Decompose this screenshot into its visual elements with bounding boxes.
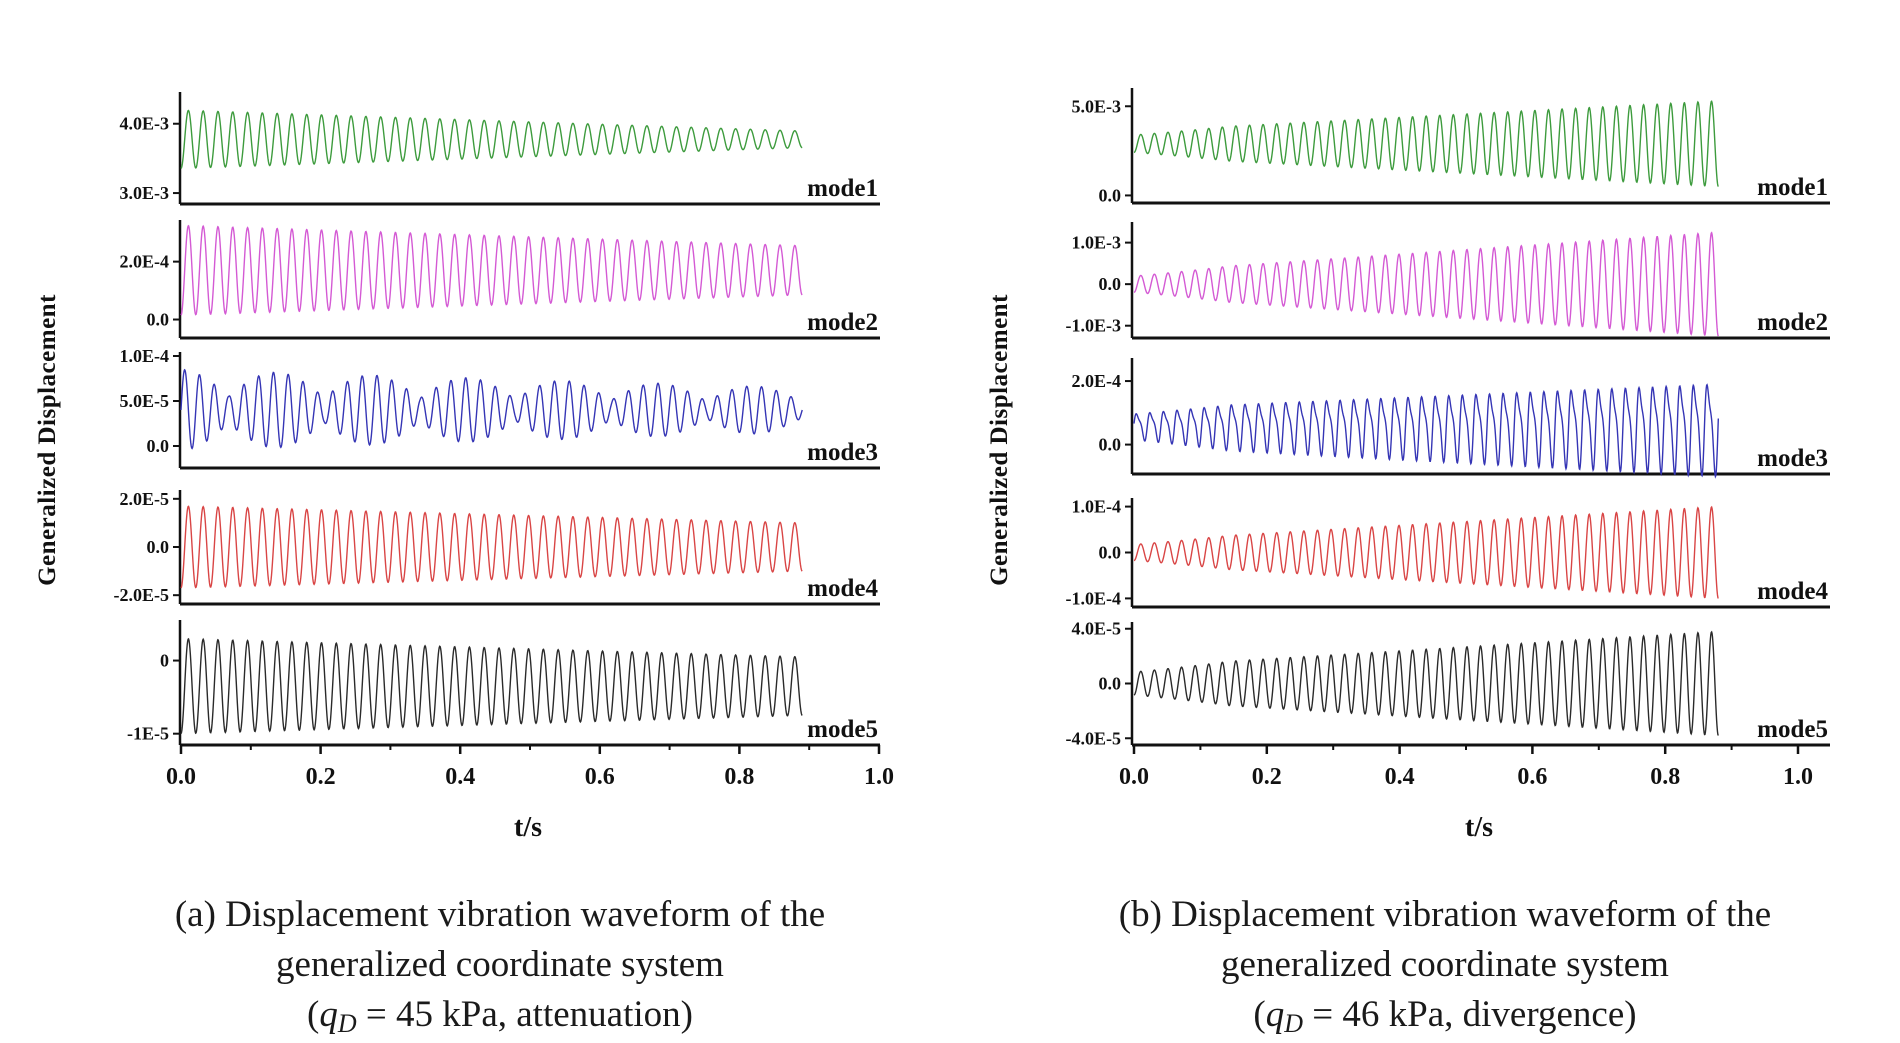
xtick-label: 0.2: [1252, 764, 1282, 790]
xtick-label: 0.8: [1650, 764, 1680, 790]
ytick-label: 0.0: [1099, 435, 1122, 455]
series-label-mode5: mode5: [1757, 716, 1828, 743]
series-line-mode4: [180, 505, 803, 589]
series-label-mode2: mode2: [807, 309, 878, 336]
ytick-label: 2.0E-5: [120, 489, 170, 509]
ytick-label: 0.0: [1099, 543, 1122, 563]
series-label-mode4: mode4: [807, 575, 878, 602]
caption-a-params: (qD = 45 kPa, attenuation): [307, 994, 693, 1038]
xtick-label: 1.0: [1783, 764, 1813, 790]
xtick-label: 0.0: [1119, 764, 1149, 790]
series-line-mode1: [1133, 100, 1719, 187]
ytick-label: 2.0E-4: [1072, 371, 1122, 391]
ytick-label: 0.0: [1099, 674, 1122, 694]
caption-a: (a) Displacement vibration waveform of t…: [50, 890, 950, 1043]
ytick-label: -4.0E-5: [1066, 728, 1122, 748]
ytick-label: 5.0E-5: [120, 391, 170, 411]
xtick-label: 0.2: [306, 764, 336, 790]
ytick-label: -1E-5: [127, 724, 169, 744]
series-label-mode5: mode5: [807, 716, 878, 743]
caption-b-subscript: D: [1284, 1009, 1304, 1038]
ytick-label: -1.0E-4: [1066, 588, 1122, 608]
caption-b-q: q: [1265, 994, 1285, 1035]
ytick-label: 0.0: [1099, 185, 1122, 205]
panel-a: 4.0E-3 3.0E-3 mode1 2.0E-4 0.0 mode2 1.0E-4 5.0…: [34, 92, 894, 843]
caption-b-params: (qD = 46 kPa, divergence): [1253, 994, 1637, 1038]
ytick-label: -1.0E-3: [1066, 316, 1122, 336]
ytick-label: 0.0: [1099, 274, 1122, 294]
series-label-mode4: mode4: [1757, 578, 1828, 605]
panel-b: 5.0E-3 0.0 mode1 1.0E-3 0.0 -1.0E-3 mode2 2.0E-…: [986, 88, 1830, 843]
caption-a-rest: = 45 kPa, attenuation): [356, 994, 693, 1035]
xtick-label: 0.4: [1385, 764, 1415, 790]
ytick-label: 3.0E-3: [120, 183, 170, 203]
xtick-label: 0.4: [445, 764, 475, 790]
series-line-mode4: [1133, 505, 1719, 599]
series-line-mode3: [180, 368, 803, 450]
ytick-label: 0.0: [147, 310, 170, 330]
series-line-mode1: [180, 109, 803, 169]
caption-a-q: q: [319, 994, 338, 1035]
series-label-mode3: mode3: [1757, 445, 1828, 472]
series-line-mode5: [180, 637, 803, 735]
caption-b-line1: (b) Displacement vibration waveform of t…: [1118, 894, 1772, 935]
xtick-label: 1.0: [864, 764, 894, 790]
series-label-mode1: mode1: [1757, 174, 1828, 201]
series-label-mode1: mode1: [807, 175, 878, 202]
ytick-label: 4.0E-3: [120, 114, 170, 134]
ytick-label: 0.0: [147, 436, 170, 456]
series-line-mode3: [1133, 383, 1720, 479]
ytick-label: 2.0E-4: [120, 252, 170, 272]
ytick-label: 5.0E-3: [1072, 96, 1122, 116]
ytick-label: 4.0E-5: [1072, 619, 1122, 639]
ytick-label: 1.0E-3: [1072, 233, 1122, 253]
series-label-mode2: mode2: [1757, 309, 1828, 336]
caption-a-line1: (a) Displacement vibration waveform of t…: [174, 894, 826, 935]
xtick-label: 0.8: [724, 764, 754, 790]
ytick-label: 0: [160, 651, 169, 671]
xtick-label: 0.0: [166, 764, 196, 790]
series-line-mode2: [180, 224, 803, 316]
x-axis-label: t/s: [1465, 812, 1493, 843]
xtick-label: 0.6: [1517, 764, 1547, 790]
ytick-label: 0.0: [147, 537, 170, 557]
caption-b-rest: = 46 kPa, divergence): [1303, 994, 1637, 1035]
series-label-mode3: mode3: [807, 439, 878, 466]
caption-b: (b) Displacement vibration waveform of t…: [995, 890, 1895, 1043]
caption-b-line2: generalized coordinate system: [1221, 944, 1669, 985]
ytick-label: 1.0E-4: [120, 346, 170, 366]
y-axis-label: Generalized Displacement: [986, 294, 1013, 586]
series-line-mode2: [1133, 231, 1719, 337]
x-axis-label: t/s: [514, 812, 542, 843]
ytick-label: 1.0E-4: [1072, 497, 1122, 517]
ytick-label: -2.0E-5: [114, 585, 170, 605]
series-line-mode5: [1133, 630, 1719, 736]
caption-a-subscript: D: [337, 1009, 357, 1038]
caption-a-line2: generalized coordinate system: [276, 944, 724, 985]
xtick-label: 0.6: [585, 764, 615, 790]
y-axis-label: Generalized Displacement: [34, 294, 61, 586]
